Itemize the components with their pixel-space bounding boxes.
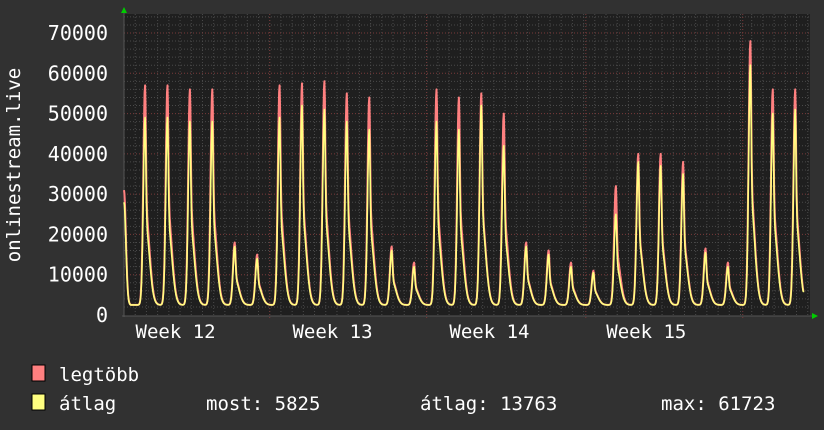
x-tick-label: Week 15: [606, 321, 686, 343]
legend-swatch-avg: [31, 393, 46, 411]
series-line-avg: [123, 64, 805, 306]
x-tick-label: Week 12: [136, 321, 216, 343]
y-tick-label: 30000: [48, 182, 108, 206]
x-axis: Week 12 Week 13 Week 14 Week 15: [136, 321, 687, 343]
y-axis-arrow-icon: [121, 7, 127, 13]
y-axis-label: onlinestream.live: [3, 68, 25, 262]
y-tick-label: 0: [96, 303, 108, 327]
y-tick-label: 70000: [48, 21, 108, 45]
x-axis-arrow-icon: [812, 313, 818, 319]
y-tick-label: 50000: [48, 102, 108, 126]
y-tick-label: 20000: [48, 222, 108, 246]
x-tick-label: Week 13: [292, 321, 372, 343]
legend-label-avg: átlag: [59, 393, 116, 415]
x-tick-label: Week 14: [449, 321, 529, 343]
y-tick-label: 60000: [48, 61, 108, 85]
stat-current: most: 5825: [206, 393, 320, 415]
y-axis: 0 10000 20000 30000 40000 50000 60000 70000: [48, 21, 108, 327]
legend-label-max: legtöbb: [59, 364, 139, 386]
stat-average: átlag: 13763: [420, 393, 557, 415]
stat-maximum: max: 61723: [661, 393, 775, 415]
y-tick-label: 10000: [48, 263, 108, 287]
legend-swatch-max: [31, 364, 46, 382]
y-tick-label: 40000: [48, 142, 108, 166]
grid: [122, 12, 812, 318]
legend: legtöbb átlag most: 5825 átlag: 13763 ma…: [31, 364, 775, 415]
series-group: [123, 40, 805, 306]
